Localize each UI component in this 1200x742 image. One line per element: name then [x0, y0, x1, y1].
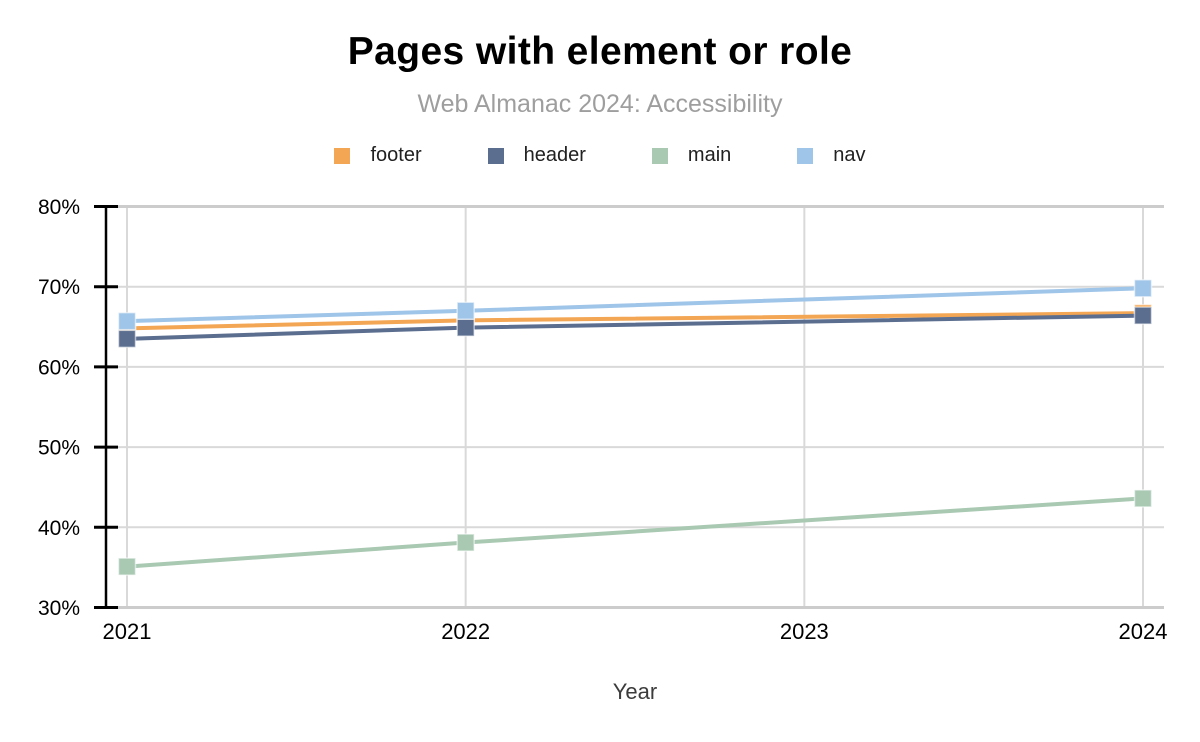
marker-nav-2022: [456, 301, 475, 321]
legend-item-footer: footer: [334, 144, 422, 167]
legend-swatch-main: [651, 147, 668, 164]
legend-swatch-header: [487, 147, 504, 164]
x-tick-label-2024: 2024: [1119, 619, 1168, 644]
marker-nav-2021: [117, 311, 137, 331]
x-tick-label-2021: 2021: [103, 619, 152, 644]
marker-header-2021: [117, 329, 137, 349]
legend-item-nav: nav: [797, 144, 866, 167]
legend-item-main: main: [651, 144, 732, 167]
series-line-main: [126, 496, 1144, 569]
y-tick-label-40: 40%: [38, 517, 80, 540]
legend-label-main: main: [687, 144, 732, 166]
marker-nav-2024: [1133, 279, 1153, 298]
chart-title: Pages with element or role: [347, 30, 853, 73]
y-tick-label-60: 60%: [38, 356, 80, 379]
marker-header-2022: [456, 318, 475, 337]
legend-label-nav: nav: [833, 144, 866, 166]
y-tick-label-80: 80%: [38, 196, 80, 219]
y-tick-label-50: 50%: [38, 437, 80, 460]
legend-label-header: header: [523, 144, 586, 166]
legend-label-footer: footer: [370, 144, 422, 166]
marker-main-2024: [1133, 489, 1153, 508]
legend: footer header main nav: [0, 144, 1200, 167]
marker-main-2021: [117, 557, 137, 576]
chart-subtitle: Web Almanac 2024: Accessibility: [417, 90, 783, 118]
y-tick-label-70: 70%: [38, 276, 80, 299]
y-tick-label-30: 30%: [38, 597, 80, 620]
legend-swatch-footer: [334, 147, 351, 164]
x-axis-title: Year: [613, 679, 657, 704]
legend-item-header: header: [487, 144, 586, 167]
legend-swatch-nav: [797, 147, 814, 164]
x-tick-label-2022: 2022: [441, 619, 490, 644]
x-tick-label-2023: 2023: [780, 619, 829, 644]
marker-header-2024: [1133, 306, 1153, 325]
marker-main-2022: [456, 533, 475, 552]
